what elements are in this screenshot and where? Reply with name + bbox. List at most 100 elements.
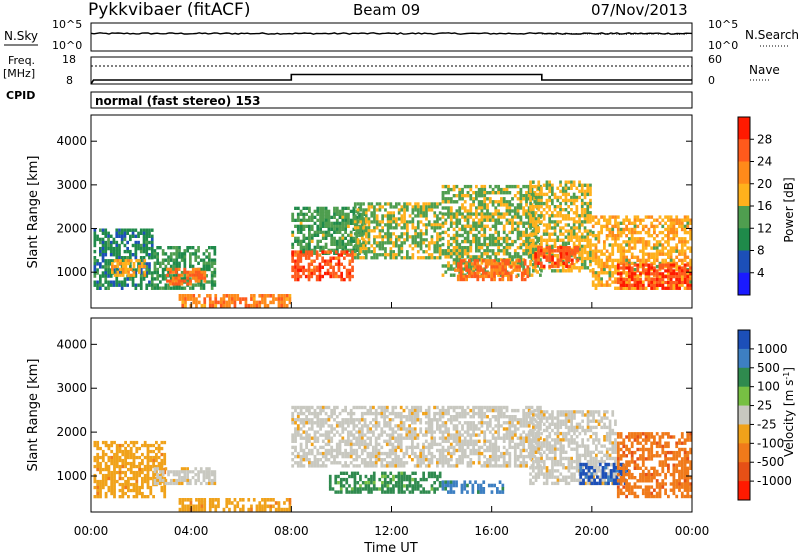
heatmap-cell <box>326 268 330 273</box>
heatmap-cell <box>669 275 673 279</box>
heatmap-cell <box>413 421 417 425</box>
heatmap-cell <box>327 405 331 410</box>
heatmap-cell <box>444 411 448 416</box>
heatmap-cell <box>392 232 395 236</box>
heatmap-cell <box>338 215 342 219</box>
heatmap-cell <box>483 227 487 232</box>
heatmap-cell <box>104 473 108 478</box>
heatmap-cell <box>239 300 242 305</box>
heatmap-cell <box>532 244 535 249</box>
heatmap-cell <box>353 202 357 206</box>
heatmap-cell <box>667 271 670 275</box>
heatmap-cell <box>172 473 176 477</box>
heatmap-cell <box>486 224 489 228</box>
heatmap-cell <box>160 440 164 445</box>
nsky-label: N.Sky <box>4 29 38 43</box>
heatmap-cell <box>131 280 135 284</box>
heatmap-cell <box>294 454 297 459</box>
heatmap-cell <box>529 189 532 194</box>
heatmap-cell <box>156 476 159 480</box>
heatmap-cell <box>359 205 363 209</box>
heatmap-cell <box>630 269 634 273</box>
heatmap-cell <box>335 239 339 243</box>
heatmap-cell <box>548 246 552 250</box>
heatmap-cell <box>433 247 437 251</box>
heatmap-cell <box>327 442 331 447</box>
heatmap-cell <box>689 218 692 222</box>
heatmap-cell <box>661 280 665 284</box>
heatmap-cell <box>447 215 450 219</box>
heatmap-cell <box>180 476 184 480</box>
heatmap-cell <box>583 256 587 261</box>
heatmap-cell <box>675 227 679 232</box>
heatmap-cell <box>370 205 374 209</box>
heatmap-cell <box>603 283 606 287</box>
heatmap-cell <box>527 194 531 198</box>
heatmap-cell <box>373 229 376 233</box>
heatmap-cell <box>337 262 341 266</box>
heatmap-cell <box>559 229 562 233</box>
heatmap-cell <box>123 277 127 281</box>
heatmap-cell <box>149 488 153 493</box>
heatmap-cell <box>296 271 300 276</box>
heatmap-cell <box>399 461 403 465</box>
heatmap-cell <box>313 251 317 255</box>
heatmap-cell <box>139 280 143 284</box>
heatmap-cell <box>195 297 198 301</box>
heatmap-cell <box>96 455 100 460</box>
heatmap-cell <box>525 242 528 247</box>
heatmap-cell <box>197 498 201 502</box>
heatmap-cell <box>389 214 393 218</box>
heatmap-cell <box>422 454 425 459</box>
heatmap-cell <box>222 297 226 301</box>
heatmap-cell <box>99 464 102 469</box>
heatmap-cell <box>366 451 370 456</box>
heatmap-cell <box>294 239 297 243</box>
heatmap-cell <box>425 226 428 230</box>
heatmap-cell <box>374 424 378 428</box>
heatmap-cell <box>422 451 425 456</box>
heatmap-cell <box>614 258 617 263</box>
heatmap-cell <box>358 464 361 468</box>
heatmap-cell <box>416 244 420 248</box>
heatmap-cell <box>112 240 116 245</box>
heatmap-cell <box>561 198 565 203</box>
heatmap-cell <box>413 427 417 431</box>
heatmap-cell <box>556 258 560 262</box>
heatmap-cell <box>372 424 375 428</box>
heatmap-cell <box>319 215 322 219</box>
heatmap-cell <box>463 421 467 425</box>
heatmap-cell <box>580 186 584 190</box>
heatmap-cell <box>608 255 612 259</box>
heatmap-cell <box>486 236 489 241</box>
heatmap-cell <box>680 283 684 287</box>
heatmap-cell <box>93 231 97 235</box>
heatmap-cell <box>330 430 334 434</box>
heatmap-cell <box>127 452 130 457</box>
heatmap-cell <box>118 470 122 475</box>
heatmap-cell <box>131 228 135 232</box>
heatmap-cell <box>104 280 108 284</box>
heatmap-cell <box>338 421 342 425</box>
heatmap-cell <box>483 200 487 204</box>
heatmap-cell <box>616 263 620 267</box>
heatmap-cell <box>397 458 400 462</box>
heatmap-cell <box>498 277 502 282</box>
heatmap-cell <box>244 300 248 305</box>
heatmap-cell <box>430 427 434 431</box>
heatmap-cell <box>139 274 143 278</box>
heatmap-cell <box>377 405 381 410</box>
heatmap-cell <box>411 439 414 443</box>
heatmap-cell <box>608 218 612 222</box>
colorbar-tick-label: 8 <box>757 244 765 258</box>
heatmap-cell <box>411 208 415 212</box>
heatmap-cell <box>217 501 220 505</box>
heatmap-cell <box>159 481 162 486</box>
heatmap-cell <box>318 271 322 276</box>
heatmap-cell <box>575 205 579 209</box>
heatmap-cell <box>194 283 198 287</box>
heatmap-cell <box>622 268 626 272</box>
heatmap-cell <box>153 481 157 486</box>
heatmap-cell <box>616 280 620 285</box>
heatmap-cell <box>399 464 403 468</box>
